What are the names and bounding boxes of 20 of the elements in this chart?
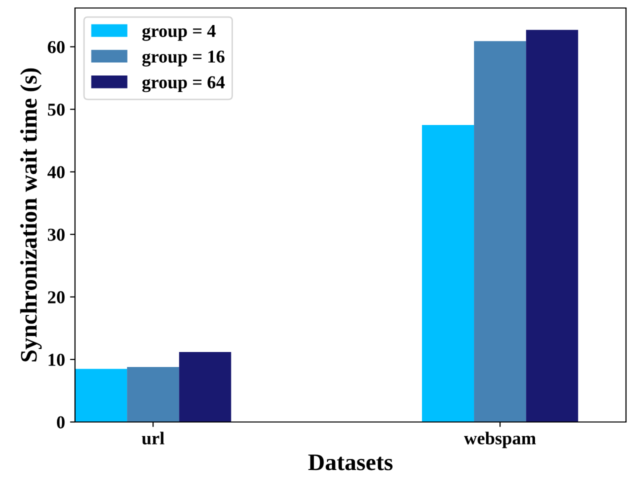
- y-tick-label: 30: [48, 228, 65, 241]
- y-tick-label: 0: [56, 416, 65, 428]
- bar: [422, 124, 474, 422]
- x-tick-label: webspam: [464, 432, 536, 448]
- bar: [474, 41, 526, 422]
- y-axis-title: Synchronization wait time (s): [20, 68, 42, 362]
- y-tick-label: 20: [48, 291, 65, 304]
- bar: [179, 352, 232, 422]
- y-tick-label: 60: [48, 41, 65, 54]
- bar: [75, 368, 128, 422]
- x-axis-title: Datasets: [308, 454, 393, 470]
- bar: [526, 30, 578, 422]
- legend-label: group = 16: [142, 50, 224, 67]
- bar: [127, 366, 180, 422]
- x-tick-label: url: [142, 432, 164, 444]
- legend-label: group = 4: [142, 25, 216, 41]
- y-tick-label: 40: [47, 166, 65, 178]
- y-tick-label: 50: [48, 104, 65, 116]
- y-tick-label: 10: [48, 354, 65, 366]
- legend-label: group = 64: [142, 76, 225, 92]
